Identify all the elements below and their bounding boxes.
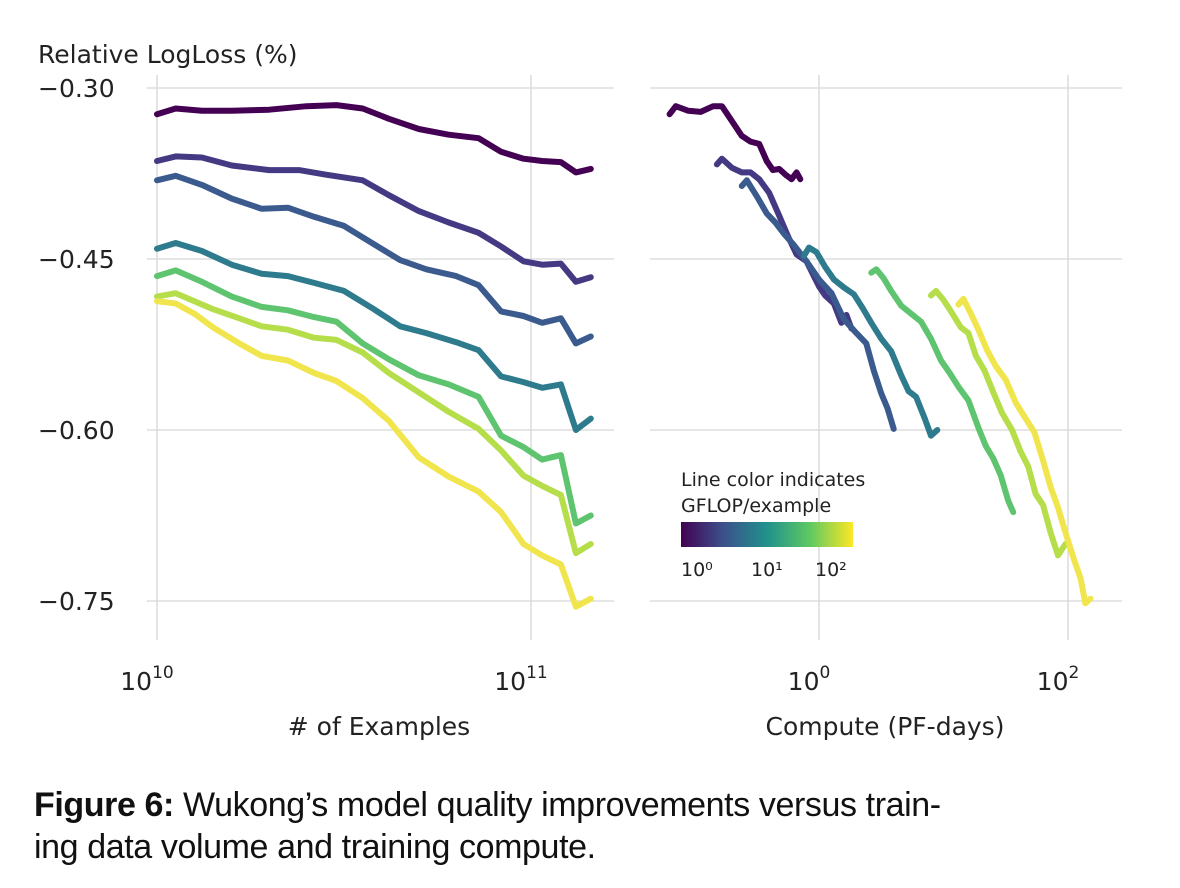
right-series-lines — [666, 103, 1094, 607]
left-panel: −0.30 −0.45 −0.60 −0.75 1010 1011 # of Examp… — [38, 74, 614, 741]
y-tick-label: −0.60 — [38, 416, 115, 445]
series-line — [154, 240, 594, 433]
y-tick-label: −0.45 — [38, 245, 115, 274]
y-tick-label: −0.75 — [38, 587, 115, 616]
x-tick-label: 1011 — [494, 663, 547, 696]
series-line — [738, 177, 897, 432]
x-tick-label: 1010 — [120, 663, 173, 696]
right-x-tick-labels: 100 102 — [788, 663, 1080, 696]
y-tick-labels: −0.30 −0.45 −0.60 −0.75 — [38, 74, 115, 616]
x-tick-label: 100 — [788, 663, 831, 696]
left-x-axis-title: # of Examples — [288, 712, 470, 741]
figure: Relative LogLoss (%) −0.30 −0.45 −0.60 −0.7… — [38, 40, 1122, 741]
caption-text-line2: ing data volume and training compute. — [34, 828, 596, 866]
series-line — [154, 290, 594, 557]
colorbar-legend: Line color indicates GFLOP/example 10⁰ 1… — [681, 469, 865, 581]
legend-title-line2: GFLOP/example — [681, 495, 831, 517]
series-line — [154, 298, 594, 610]
x-tick-label: 102 — [1037, 663, 1080, 696]
left-series-lines — [154, 102, 594, 610]
right-x-axis-title: Compute (PF-days) — [766, 712, 1005, 741]
caption-text-line1: Wukong’s model quality improvements vers… — [173, 786, 941, 824]
right-panel: 100 102 Compute (PF-days) — [650, 75, 1122, 741]
colorbar-tick-label: 10¹ — [751, 559, 783, 581]
series-line — [713, 155, 855, 332]
figure-caption: Figure 6: Wukong’s model quality improve… — [34, 784, 1164, 868]
y-axis-title: Relative LogLoss (%) — [38, 40, 297, 69]
series-line — [154, 153, 594, 285]
colorbar — [681, 522, 853, 547]
caption-label: Figure 6: — [34, 786, 174, 824]
series-line — [801, 244, 941, 439]
legend-title-line1: Line color indicates — [681, 469, 865, 491]
left-x-tick-labels: 1010 1011 — [120, 663, 547, 696]
right-grid — [650, 75, 1122, 640]
y-tick-label: −0.30 — [38, 74, 115, 103]
series-line — [154, 102, 594, 176]
series-line — [666, 103, 804, 183]
colorbar-tick-label: 10⁰ — [681, 559, 713, 581]
series-line — [154, 172, 594, 347]
series-line — [928, 287, 1069, 559]
series-line — [154, 267, 594, 527]
series-line — [868, 266, 1017, 516]
colorbar-tick-label: 10² — [815, 559, 847, 581]
series-line — [955, 295, 1094, 607]
